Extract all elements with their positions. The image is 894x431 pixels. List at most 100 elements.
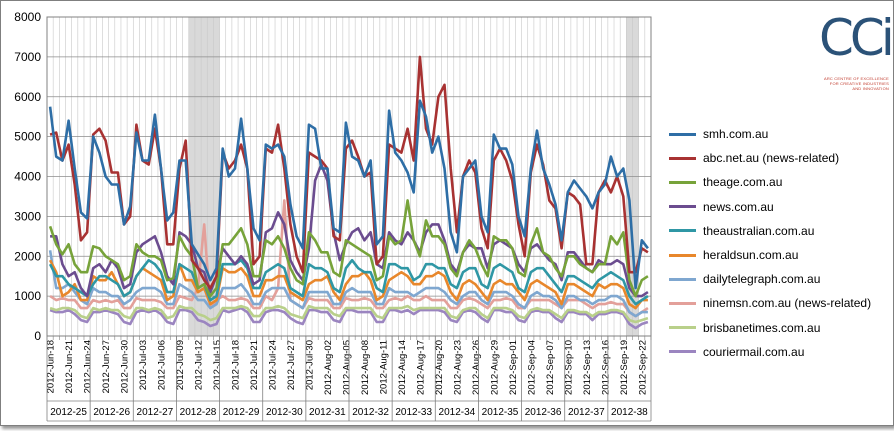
series-lines: [48, 55, 649, 330]
x-tick-label: 2012-Aug-08: [360, 340, 371, 395]
legend-label: dailytelegraph.com.au: [703, 272, 821, 287]
x-tick-label: 2012-Jul-03: [138, 340, 149, 390]
x-tick-label: 2012-Aug-17: [415, 340, 426, 395]
legend-item: heraldsun.com.au: [669, 243, 889, 267]
week-group-label: 2012-26: [93, 407, 130, 418]
legend-item: brisbanetimes.com.au: [669, 316, 889, 340]
x-tick-label: 2012-Jul-15: [212, 340, 223, 390]
x-tick-label: 2012-Sep-22: [637, 340, 648, 395]
x-tick-label: 2012-Jun-24: [83, 340, 94, 393]
series-line-smh-com-au: [48, 99, 649, 290]
series-line-news-com-au: [50, 163, 649, 298]
legend-label: brisbanetimes.com.au: [703, 320, 821, 335]
legend-swatch: [669, 301, 696, 305]
week-group-label: 2012-30: [266, 407, 303, 418]
legend-label: theaustralian.com.au: [703, 223, 815, 238]
week-group-label: 2012-35: [482, 407, 519, 418]
x-tick-label: 2012-Jun-30: [120, 340, 131, 393]
legend-swatch: [669, 253, 696, 257]
x-tick-label: 2012-Sep-13: [582, 340, 593, 395]
series-line-couriermail-com-au: [49, 306, 649, 330]
legend-item: ninemsn.com.au (news-related): [669, 291, 889, 315]
legend-swatch: [669, 277, 696, 281]
logo-mark: CCi: [819, 9, 894, 67]
y-tick-label: 8000: [14, 10, 41, 24]
x-tick-label: 2012-Aug-05: [341, 340, 352, 395]
y-tick-label: 6000: [14, 90, 41, 104]
y-tick-label: 4000: [14, 170, 41, 184]
x-tick-label: 2012-Aug-14: [397, 340, 408, 395]
x-tick-label: 2012-Sep-16: [600, 340, 611, 395]
week-group-label: 2012-36: [525, 407, 562, 418]
x-tick-label: 2012-Aug-02: [323, 340, 334, 395]
x-tick-label: 2012-Jul-09: [175, 340, 186, 390]
legend-swatch: [669, 326, 696, 330]
x-tick-label: 2012-Jun-27: [101, 340, 112, 393]
x-tick-label: 2012-Jul-21: [249, 340, 260, 390]
legend-item: theage.com.au: [669, 170, 889, 194]
x-tick-label: 2012-Sep-19: [619, 340, 630, 395]
x-tick-label: 2012-Jul-30: [304, 340, 315, 390]
series-line-dailytelegraph-com-au: [48, 250, 648, 318]
week-group-label: 2012-38: [611, 407, 648, 418]
x-tick-label: 2012-Aug-20: [434, 340, 445, 395]
series-line-theage-com-au: [48, 199, 649, 298]
legend-item: couriermail.com.au: [669, 340, 889, 364]
week-group-label: 2012-37: [568, 407, 605, 418]
logo-tagline: ARC CENTRE OF EXCELLENCE FOR CREATIVE IN…: [809, 76, 889, 91]
legend-item: news.com.au: [669, 195, 889, 219]
legend-swatch: [669, 180, 696, 184]
series-line-brisbanetimes-com-au: [49, 304, 649, 324]
y-tick-label: 0: [34, 329, 41, 343]
legend-label: news.com.au: [703, 199, 774, 214]
legend-label: heraldsun.com.au: [703, 248, 799, 263]
logo-tagline-line-3: AND INNOVATION: [852, 86, 889, 91]
logo-tagline-line-1: ARC CENTRE OF EXCELLENCE: [823, 76, 889, 81]
x-tick-label: 2012-Aug-23: [452, 340, 463, 395]
y-tick-label: 7000: [14, 50, 41, 64]
legend-label: theage.com.au: [703, 175, 783, 190]
legend-item: smh.com.au: [669, 122, 889, 146]
week-group-label: 2012-33: [395, 407, 432, 418]
axes: 0 1000 2000 3000 4000 5000 6000 7000 8000 2012-Ju…: [14, 10, 652, 422]
x-tick-label: 2012-Jul-12: [194, 340, 205, 390]
x-tick-label: 2012-Jun-18: [46, 340, 57, 393]
week-group-label: 2012-31: [309, 407, 346, 418]
legend-item: theaustralian.com.au: [669, 219, 889, 243]
week-group-label: 2012-34: [439, 407, 476, 418]
x-tick-label: 2012-Aug-29: [489, 340, 500, 395]
legend-swatch: [669, 156, 696, 160]
x-tick-label: 2012-Aug-26: [471, 340, 482, 395]
legend-label: abc.net.au (news-related): [703, 151, 840, 166]
legend-label: smh.com.au: [703, 127, 769, 142]
x-tick-label: 2012-Jul-27: [286, 340, 297, 390]
legend-label: couriermail.com.au: [703, 344, 805, 359]
x-tick-label: 2012-Jun-21: [64, 340, 75, 393]
legend-swatch: [669, 350, 696, 354]
x-tick-label: 2012-Sep-04: [526, 340, 537, 395]
legend-swatch: [669, 132, 696, 136]
cci-logo: CCi ARC CENTRE OF EXCELLENCE FOR CREATIV…: [809, 9, 894, 119]
x-tick-label: 2012-Jul-18: [231, 340, 242, 390]
week-group-label: 2012-32: [352, 407, 389, 418]
x-tick-label: 2012-Sep-10: [563, 340, 574, 395]
series-line-theaustralian-com-au: [48, 258, 649, 306]
legend-label: ninemsn.com.au (news-related): [703, 296, 872, 311]
y-tick-label: 3000: [14, 209, 41, 223]
x-tick-label: 2012-Sep-07: [545, 340, 556, 395]
y-tick-label: 2000: [14, 249, 41, 263]
legend-swatch: [669, 229, 696, 233]
legend-item: abc.net.au (news-related): [669, 146, 889, 170]
y-tick-label: 5000: [14, 130, 41, 144]
x-tick-label: 2012-Jul-24: [268, 340, 279, 390]
week-group-label: 2012-29: [223, 407, 260, 418]
legend-item: dailytelegraph.com.au: [669, 267, 889, 291]
week-group-label: 2012-27: [137, 407, 174, 418]
x-tick-label: 2012-Sep-01: [508, 340, 519, 395]
legend-swatch: [669, 205, 696, 209]
series-line-heraldsun-com-au: [48, 259, 648, 310]
series-line-ninemsn-com-au-news-related-: [49, 199, 649, 318]
chart-legend: smh.com.au abc.net.au (news-related) theag…: [669, 122, 889, 364]
